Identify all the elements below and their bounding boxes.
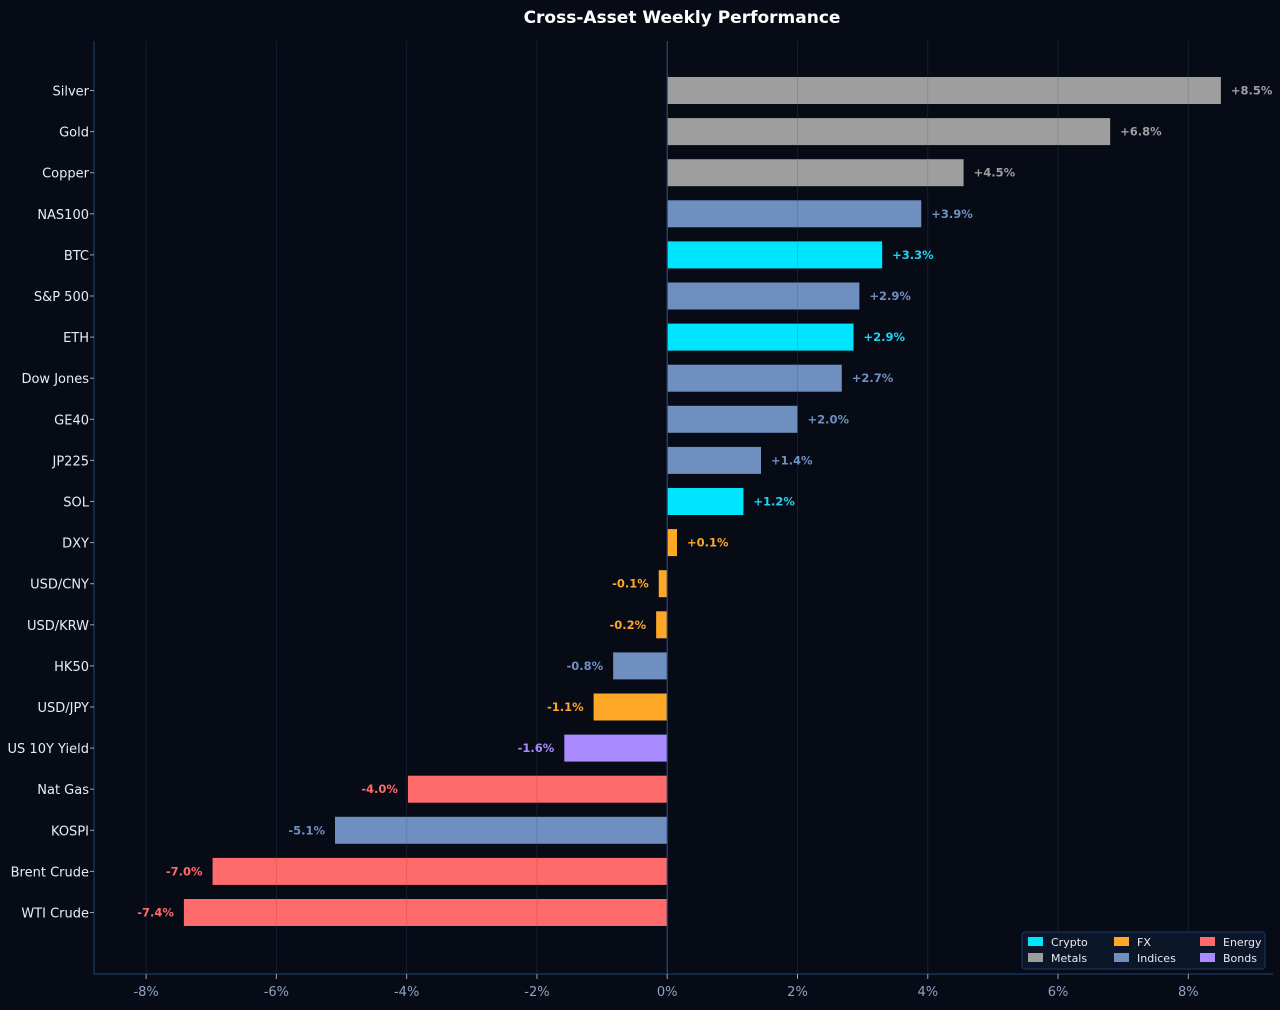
category-label-sandp-500: S&P 500 [34, 290, 89, 305]
value-label-copper: +4.5% [974, 166, 1016, 180]
bar-silver [667, 77, 1221, 104]
category-label-dow-jones: Dow Jones [21, 372, 89, 387]
legend-swatch-fx [1114, 937, 1129, 946]
bar-dow-jones [667, 364, 842, 392]
category-label-dxy: DXY [62, 537, 89, 552]
bar-us-10y-yield [564, 734, 668, 762]
bar-sandp-500 [667, 282, 860, 310]
legend-label-metals: Metals [1051, 952, 1087, 965]
category-label-usd-krw: USD/KRW [27, 619, 89, 634]
category-label-usd-cny: USD/CNY [30, 578, 89, 593]
legend-label-fx: FX [1137, 936, 1151, 949]
labels-layer: Silver +8.5% Gold +6.8% Copper +4.5% NAS100 +3.… [8, 84, 1273, 922]
legend-swatch-bonds [1200, 953, 1215, 962]
chart-title: Cross-Asset Weekly Performance [524, 8, 841, 28]
value-label-usd-krw: -0.2% [609, 618, 646, 632]
category-label-usd-jpy: USD/JPY [38, 701, 90, 716]
legend-swatch-energy [1200, 937, 1215, 946]
category-label-wti-crude: WTI Crude [21, 907, 89, 922]
bar-dxy [667, 529, 677, 557]
value-label-silver: +8.5% [1231, 84, 1273, 98]
value-label-sol: +1.2% [753, 495, 795, 509]
bar-usd-krw [656, 611, 668, 639]
value-label-usd-jpy: -1.1% [547, 700, 584, 714]
x-tick-label-1: -6% [264, 985, 289, 1000]
category-label-nas100: NAS100 [37, 208, 89, 223]
legend-label-bonds: Bonds [1223, 952, 1257, 965]
x-tick-label-0: -8% [133, 985, 158, 1000]
value-label-sandp-500: +2.9% [869, 289, 911, 303]
value-label-kospi: -5.1% [288, 823, 325, 837]
bar-wti-crude [183, 899, 668, 926]
category-label-btc: BTC [64, 249, 89, 264]
legend-label-crypto: Crypto [1051, 936, 1088, 949]
x-tick-label-3: -2% [524, 985, 549, 1000]
legend-swatch-indices [1114, 953, 1129, 962]
category-label-nat-gas: Nat Gas [37, 783, 89, 798]
value-label-brent-crude: -7.0% [166, 864, 203, 878]
category-label-silver: Silver [52, 85, 89, 100]
value-label-dxy: +0.1% [687, 536, 729, 550]
bar-btc [667, 241, 883, 269]
value-label-nas100: +3.9% [931, 207, 973, 221]
category-label-kospi: KOSPI [51, 824, 89, 839]
category-label-hk50: HK50 [54, 660, 89, 675]
value-label-nat-gas: -4.0% [361, 782, 398, 796]
category-label-brent-crude: Brent Crude [11, 865, 89, 880]
bar-copper [667, 159, 964, 187]
x-tick-label-4: 0% [657, 985, 678, 1000]
value-label-ge40: +2.0% [807, 412, 849, 426]
value-label-gold: +6.8% [1120, 125, 1162, 139]
category-label-jp225: JP225 [52, 454, 90, 469]
value-label-eth: +2.9% [864, 330, 906, 344]
bar-usd-jpy [593, 693, 668, 721]
bar-gold [667, 118, 1111, 146]
x-tick-label-5: 2% [787, 985, 808, 1000]
bar-jp225 [667, 446, 762, 474]
bar-eth [667, 323, 854, 351]
category-label-us-10y-yield: US 10Y Yield [8, 742, 89, 757]
value-label-dow-jones: +2.7% [852, 371, 894, 385]
category-label-copper: Copper [42, 167, 90, 182]
category-label-gold: Gold [59, 126, 89, 141]
value-label-us-10y-yield: -1.6% [518, 741, 555, 755]
value-label-wti-crude: -7.4% [137, 906, 174, 920]
value-label-hk50: -0.8% [566, 659, 603, 673]
value-label-btc: +3.3% [892, 248, 934, 262]
bar-usd-cny [658, 570, 668, 598]
bar-brent-crude [212, 857, 668, 885]
bar-sol [667, 488, 744, 515]
category-label-ge40: GE40 [54, 413, 89, 428]
x-tick-label-7: 6% [1048, 985, 1069, 1000]
legend-label-indices: Indices [1137, 952, 1176, 965]
bars-layer [183, 77, 1221, 926]
legend-swatch-crypto [1028, 937, 1043, 946]
bar-hk50 [613, 652, 668, 680]
bar-nat-gas [407, 775, 668, 803]
x-tick-label-8: 8% [1178, 985, 1199, 1000]
category-label-eth: ETH [63, 331, 89, 346]
legend: Crypto Metals FX Indices Energy Bonds [1021, 931, 1266, 970]
x-tick-label-2: -4% [394, 985, 419, 1000]
bar-ge40 [667, 405, 798, 433]
axes-layer: -8% -6% -4% -2% 0% 2% 4% 6% 8% [90, 41, 1273, 1000]
value-label-usd-cny: -0.1% [612, 577, 649, 591]
x-tick-label-6: 4% [917, 985, 938, 1000]
bar-nas100 [667, 200, 922, 228]
legend-label-energy: Energy [1223, 936, 1262, 949]
bar-kospi [335, 816, 668, 844]
value-label-jp225: +1.4% [771, 453, 813, 467]
category-label-sol: SOL [63, 496, 89, 511]
grid-layer [145, 41, 1189, 974]
legend-swatch-metals [1028, 953, 1043, 962]
